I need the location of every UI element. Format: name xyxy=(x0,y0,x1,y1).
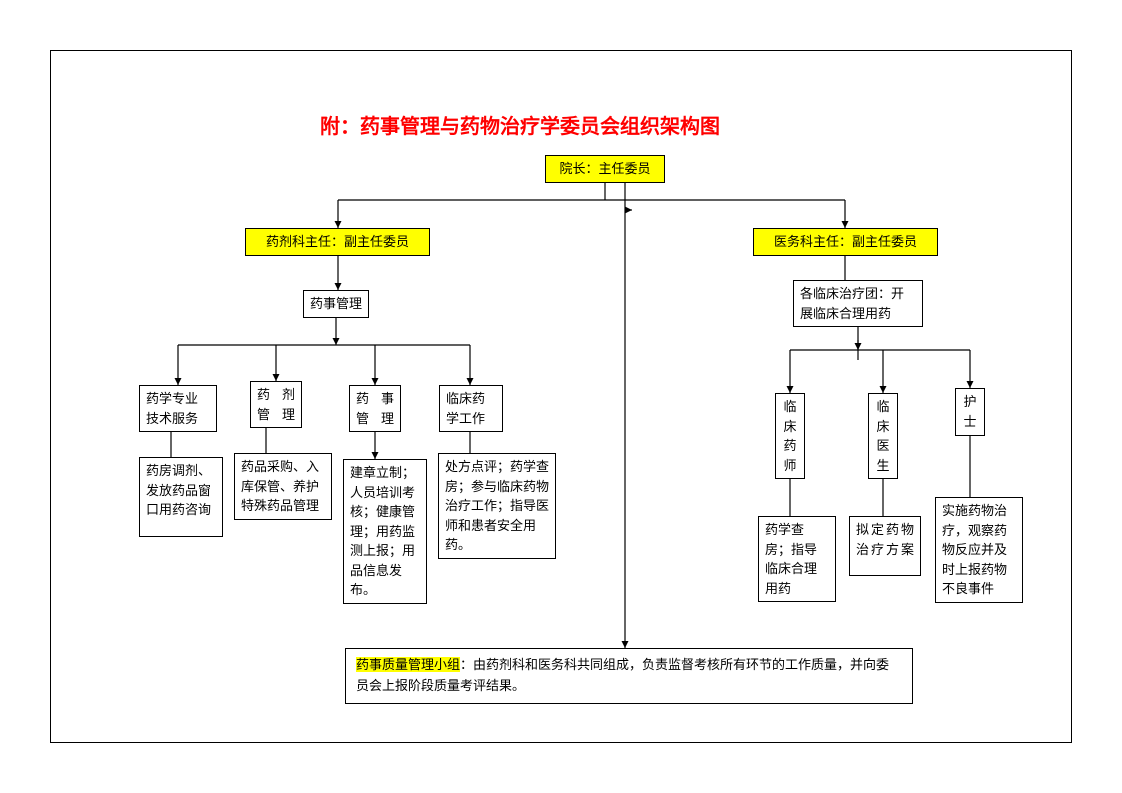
footer-quality-group: 药事质量管理小组：由药剂科和医务科共同组成，负责监督考核所有环节的工作质量，并向… xyxy=(345,648,913,704)
node-l2d: 临床药学工作 xyxy=(439,385,503,432)
node-l2b: 药 剂管理 xyxy=(250,381,302,428)
node-l3d: 处方点评；药学查房；参与临床药物治疗工作；指导医师和患者安全用药。 xyxy=(438,453,556,559)
node-r2a: 临床药师 xyxy=(775,393,805,479)
node-l2c: 药 事管理 xyxy=(349,385,401,432)
node-root: 院长：主任委员 xyxy=(545,155,665,183)
node-left1: 药剂科主任：副主任委员 xyxy=(245,228,430,256)
node-clinteam: 各临床治疗团：开展临床合理用药 xyxy=(793,280,923,327)
node-r3b: 拟定药物治疗方案 xyxy=(849,516,921,576)
node-l3c: 建章立制；人员培训考核；健康管理；用药监测上报；用品信息发布。 xyxy=(343,459,427,604)
footer-highlight: 药事质量管理小组 xyxy=(356,657,460,672)
diagram-title: 附：药事管理与药物治疗学委员会组织架构图 xyxy=(320,110,720,139)
node-drugmgmt: 药事管理 xyxy=(303,290,369,318)
node-r2b: 临床医生 xyxy=(868,393,898,479)
node-right1: 医务科主任：副主任委员 xyxy=(753,228,938,256)
node-l3a: 药房调剂、发放药品窗口用药咨询 xyxy=(139,457,223,537)
node-r3c: 实施药物治疗，观察药物反应并及时上报药物不良事件 xyxy=(935,497,1023,603)
node-r3a: 药学查房；指导临床合理用药 xyxy=(758,516,836,602)
node-r2c: 护士 xyxy=(955,388,985,436)
node-l3b: 药品采购、入库保管、养护特殊药品管理 xyxy=(234,453,332,520)
node-l2a: 药学专业技术服务 xyxy=(139,385,217,432)
